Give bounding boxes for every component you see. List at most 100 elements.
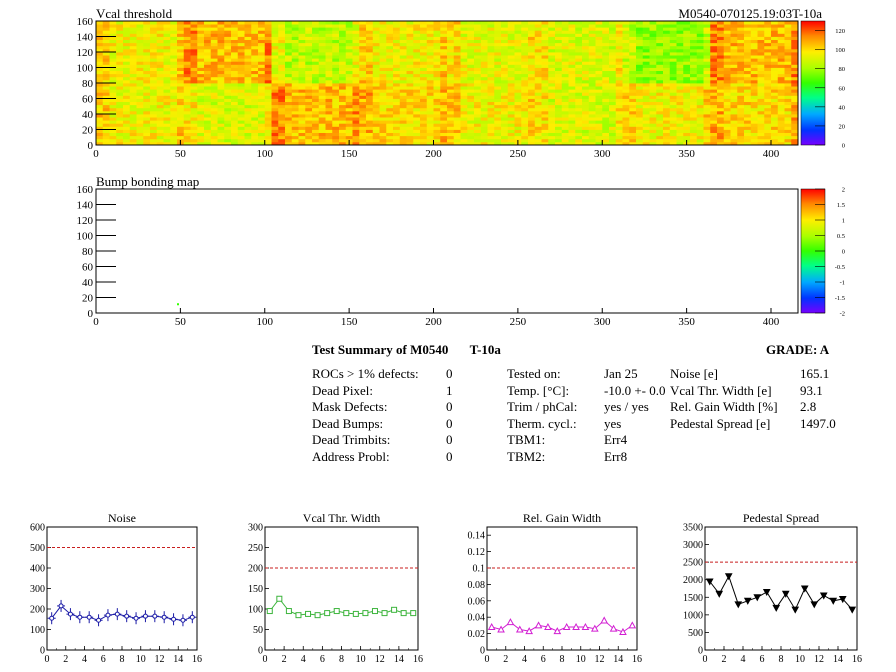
- heatmap-cell: [237, 123, 245, 127]
- heatmap-cell: [615, 27, 623, 31]
- heatmap-cell: [588, 52, 596, 56]
- heatmap-cell: [750, 92, 758, 96]
- heatmap-cell: [555, 132, 563, 137]
- heatmap-cell: [629, 114, 637, 118]
- heatmap-cell: [744, 30, 752, 34]
- heatmap-cell: [609, 104, 617, 109]
- heatmap-cell: [231, 95, 239, 99]
- heatmap-cell: [224, 89, 232, 93]
- heatmap-cell: [507, 98, 515, 102]
- plot-frame: [46, 526, 198, 651]
- heatmap-cell: [251, 138, 259, 143]
- heatmap-cell: [224, 55, 232, 59]
- heatmap-cell: [433, 89, 441, 93]
- data-point-marker: [142, 613, 148, 619]
- heatmap-cell: [555, 33, 563, 37]
- heatmap-cell: [656, 95, 664, 99]
- heatmap-cell: [784, 30, 792, 34]
- heatmap-cell: [231, 132, 239, 137]
- heatmap-cell: [757, 107, 765, 112]
- heatmap-cell: [744, 120, 752, 124]
- heatmap-cell: [393, 135, 401, 140]
- heatmap-cell: [244, 27, 252, 31]
- summary-label: Dead Bumps:: [312, 415, 384, 431]
- heatmap-cell: [116, 39, 124, 44]
- heatmap-cell: [379, 36, 387, 40]
- heatmap-cell: [399, 45, 407, 50]
- heatmap-cell: [737, 64, 745, 68]
- heatmap-cell: [609, 64, 617, 68]
- heatmap-cell: [271, 48, 279, 53]
- heatmap-cell: [663, 129, 671, 133]
- heatmap-cell: [156, 52, 164, 56]
- heatmap-cell: [366, 61, 374, 65]
- heatmap-cell: [116, 141, 124, 146]
- heatmap-cell: [393, 39, 401, 44]
- heatmap-cell: [393, 42, 401, 47]
- heatmap-cell: [676, 92, 684, 96]
- heatmap-cell: [710, 79, 718, 84]
- heatmap-cell: [278, 55, 286, 59]
- heatmap-cell: [467, 138, 475, 143]
- heatmap-cell: [723, 83, 731, 87]
- heatmap-cell: [649, 89, 657, 93]
- heatmap-cell: [379, 104, 387, 109]
- heatmap-cell: [426, 126, 434, 130]
- heatmap-cell: [595, 129, 603, 133]
- heatmap-cell: [271, 73, 279, 78]
- heatmap-cell: [528, 101, 536, 106]
- heatmap-cell: [642, 76, 650, 81]
- heatmap-cell: [561, 107, 569, 112]
- y-tick-label: 0.02: [468, 629, 486, 640]
- heatmap-cell: [710, 110, 718, 115]
- heatmap-cell: [710, 58, 718, 62]
- heatmap-cell: [413, 89, 421, 93]
- heatmap-cell: [116, 86, 124, 90]
- heatmap-cell: [541, 107, 549, 112]
- heatmap-cell: [602, 83, 610, 87]
- heatmap-cell: [339, 114, 347, 118]
- heatmap-cell: [109, 95, 117, 99]
- heatmap-cell: [251, 117, 259, 121]
- heatmap-cell: [190, 86, 198, 90]
- heatmap-cell: [568, 27, 576, 31]
- heatmap-cell: [413, 126, 421, 130]
- heatmap-cell: [669, 104, 677, 109]
- heatmap-cell: [420, 92, 428, 96]
- y-tick-label: 0.1: [473, 564, 486, 575]
- heatmap-cell: [406, 89, 414, 93]
- heatmap-cell: [690, 110, 698, 115]
- data-point-marker: [124, 613, 130, 619]
- heatmap-cell: [244, 117, 252, 121]
- heatmap-cell: [744, 36, 752, 40]
- heatmap-cell: [143, 42, 151, 47]
- heatmap-cell: [784, 64, 792, 68]
- heatmap-cell: [548, 86, 556, 90]
- heatmap-cell: [210, 114, 218, 118]
- heatmap-cell: [501, 61, 509, 65]
- heatmap-cell: [737, 45, 745, 50]
- heatmap-cell: [109, 89, 117, 93]
- heatmap-cell: [683, 86, 691, 90]
- heatmap-cell: [453, 33, 461, 37]
- heatmap-cell: [136, 132, 144, 137]
- heatmap-cell: [730, 123, 738, 127]
- heatmap-cell: [345, 95, 353, 99]
- heatmap-cell: [379, 70, 387, 75]
- heatmap-cell: [109, 58, 117, 62]
- heatmap-cell: [426, 24, 434, 28]
- heatmap-cell: [487, 86, 495, 90]
- heatmap-cell: [399, 48, 407, 53]
- heatmap-cell: [737, 129, 745, 133]
- heatmap-cell: [561, 39, 569, 44]
- heatmap-cell: [325, 52, 333, 56]
- heatmap-cell: [204, 107, 212, 112]
- heatmap-cell: [325, 83, 333, 87]
- heatmap-cell: [507, 120, 515, 124]
- heatmap-cell: [318, 76, 326, 81]
- heatmap-cell: [784, 86, 792, 90]
- heatmap-cell: [723, 141, 731, 146]
- heatmap-cell: [561, 104, 569, 109]
- heatmap-cell: [710, 104, 718, 109]
- heatmap-cell: [150, 126, 158, 130]
